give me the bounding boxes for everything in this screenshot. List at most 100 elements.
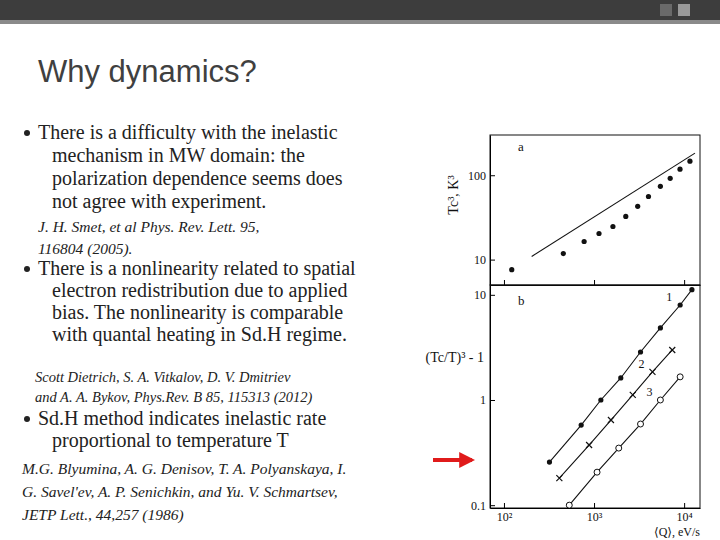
x-tick-label: 10³: [587, 510, 603, 524]
data-point: [657, 397, 663, 403]
data-point: [649, 369, 655, 375]
y-axis: 10 100: [468, 136, 495, 286]
reference-text: G. Savel'ev, A. P. Senichkin, and Yu. V.…: [22, 483, 338, 500]
y-tick-mark: [490, 260, 495, 261]
x-tick: [594, 280, 595, 285]
x-tick-mark: [594, 280, 595, 285]
bullet-text: There is a difficulty with the inelastic: [38, 121, 338, 144]
data-point: [596, 231, 601, 236]
bullet-dot: [24, 416, 30, 422]
data-point: [669, 347, 675, 353]
x-axis-title: ⟨Q⟩, eV/s: [654, 525, 700, 539]
reference-text: M.G. Blyumina, A. G. Denisov, T. A. Poly…: [21, 460, 346, 477]
series-line: [559, 350, 672, 478]
y-axis-line: [490, 286, 491, 509]
reference-text: JETP Lett., 44,257 (1986): [22, 506, 184, 524]
data-point: [566, 502, 572, 508]
series-line: [569, 377, 680, 505]
bullet-text: bias. The nonlinearity is comparable: [52, 301, 343, 324]
bullet-text: mechanism in MW domain: the: [52, 144, 305, 166]
bullet-text: not agree with experiment.: [52, 190, 266, 213]
plot-marks: [547, 287, 695, 508]
x-tick-label: 10²: [497, 510, 513, 524]
panel-label: b: [518, 293, 525, 308]
y-tick-mark: [490, 400, 495, 401]
bullet: Sd.H method indicates inelastic rateprop…: [21, 407, 346, 524]
y-tick-mark: [490, 295, 495, 296]
y-tick-label: 100: [468, 169, 486, 183]
y-axis-title: (Tc/T)³ - 1: [426, 350, 484, 366]
reference-text: and A. A. Bykov, Phys.Rev. B 85, 115313 …: [35, 389, 312, 406]
y-tick-label: 0.1: [471, 499, 486, 513]
data-point: [689, 287, 694, 292]
data-point: [594, 469, 600, 475]
y-axis-line: [490, 136, 491, 286]
x-tick-mark: [504, 503, 505, 508]
series-line: [532, 153, 695, 256]
data-point: [618, 375, 623, 380]
bullet: There is a nonlinearity related to spati…: [24, 257, 356, 406]
bullet-text: polarization dependence seems does: [52, 167, 343, 190]
panel-label: a: [518, 139, 524, 154]
data-point: [687, 159, 692, 164]
plot-frame: [490, 135, 700, 285]
data-point: [623, 214, 628, 219]
series-label: 2: [638, 357, 644, 371]
data-point: [638, 349, 643, 354]
series-label: 1: [666, 290, 672, 304]
slide: Why dynamics?There is a difficulty with …: [0, 0, 720, 540]
data-point: [561, 251, 566, 256]
data-point: [608, 417, 614, 423]
bullet-text: There is a nonlinearity related to spati…: [38, 257, 356, 280]
plot-marks: [509, 153, 695, 272]
data-point: [616, 445, 622, 451]
y-tick: 1: [480, 393, 495, 407]
data-point: [630, 392, 636, 398]
x-tick-mark: [684, 503, 685, 508]
series-label: 3: [646, 385, 652, 399]
data-point: [658, 325, 663, 330]
y-axis: 0.1 1 10: [471, 286, 495, 513]
data-point: [582, 239, 587, 244]
y-tick: 10: [474, 253, 495, 267]
x-tick-mark: [684, 280, 685, 285]
data-point: [638, 421, 644, 427]
data-point: [598, 397, 603, 402]
plot-frame: [490, 285, 700, 508]
y-tick-label: 10: [474, 253, 486, 267]
chart-panel: 10 100 a Tc³, K³: [446, 135, 701, 286]
data-point: [646, 194, 651, 199]
y-tick-label: 10: [474, 288, 486, 302]
x-tick: 10⁴: [677, 503, 693, 524]
series-line: [549, 290, 691, 462]
x-tick: [684, 280, 685, 285]
x-tick: 10²: [497, 503, 513, 524]
y-tick-label: 1: [480, 393, 486, 407]
reference-text: Scott Dietrich, S. A. Vitkalov, D. V. Dm…: [35, 369, 291, 385]
arrow: [433, 458, 472, 462]
x-tick-mark: [504, 280, 505, 285]
reference-text: J. H. Smet, et al Phys. Rev. Lett. 95,: [38, 218, 259, 235]
bullet-text: electron redistribution due to applied: [52, 279, 347, 302]
data-point: [586, 442, 592, 448]
data-point: [678, 302, 683, 307]
y-tick: 10: [474, 288, 495, 302]
data-point: [668, 176, 673, 181]
slide-canvas: Why dynamics?There is a difficulty with …: [0, 0, 720, 540]
data-point: [509, 267, 514, 272]
x-axis: 10² 10³ 10⁴: [491, 503, 701, 524]
y-tick-mark: [490, 175, 495, 176]
bullet-text: Sd.H method indicates inelastic rate: [38, 407, 326, 429]
bullet-dot: [24, 266, 30, 272]
y-axis-title: Tc³, K³: [446, 175, 461, 214]
top-square: [678, 4, 690, 16]
x-tick: [504, 280, 505, 285]
data-point: [635, 204, 640, 209]
top-square: [660, 4, 672, 16]
chart-panel: 10² 10³ 10⁴ 0.1 1 10 b (Tc/T)³ - 1 ⟨Q⟩, eV/s 1 23: [426, 285, 701, 539]
bullet-text: proportional to temperature T: [52, 429, 289, 452]
data-point: [547, 459, 552, 464]
data-point: [556, 475, 562, 481]
top-bar-stripe: [0, 20, 720, 24]
y-tick: 0.1: [471, 499, 495, 513]
